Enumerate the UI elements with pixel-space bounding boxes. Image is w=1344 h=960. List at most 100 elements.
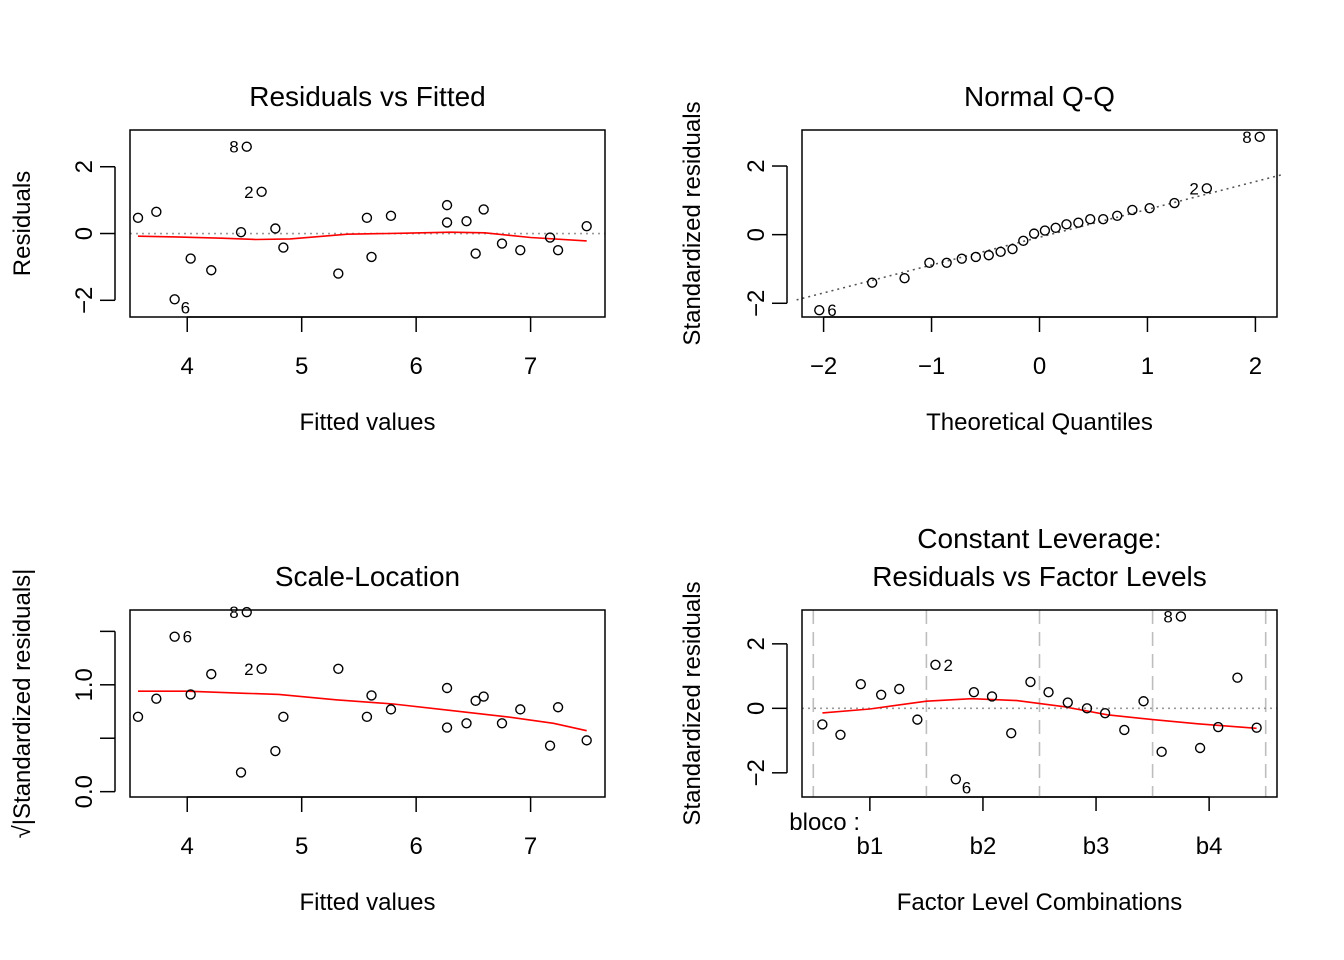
data-point — [581, 735, 592, 746]
point-label: 2 — [244, 183, 253, 202]
data-point — [1043, 687, 1054, 698]
data-point — [185, 689, 196, 700]
plot-frame — [129, 129, 606, 318]
data-point — [986, 691, 998, 702]
data-point — [441, 217, 453, 228]
data-point — [278, 242, 289, 253]
x-tick-label: 4 — [181, 353, 194, 380]
data-point — [1085, 214, 1096, 225]
data-point — [1127, 204, 1138, 216]
y-axis-label-suffix: | — [9, 569, 36, 575]
y-tick-label: −2 — [743, 290, 770, 317]
data-point — [1018, 235, 1029, 247]
data-point — [241, 606, 252, 618]
data-point — [552, 245, 564, 256]
x-tick-label: 7 — [524, 353, 537, 380]
data-point — [875, 689, 887, 700]
plot-subtitle: Residuals vs Factor Levels — [872, 561, 1207, 592]
x-axis-label: Fitted values — [299, 889, 435, 916]
data-point — [515, 704, 526, 715]
data-point — [1212, 721, 1224, 733]
data-point — [1097, 214, 1109, 225]
data-point — [441, 199, 453, 211]
point-label: 8 — [1242, 128, 1251, 147]
x-axis-label: Factor Level Combinations — [897, 889, 1182, 916]
point-label: 8 — [229, 603, 238, 622]
data-point — [866, 277, 878, 288]
data-point — [366, 690, 377, 701]
qq-reference-line — [796, 173, 1283, 301]
data-point — [256, 663, 267, 674]
y-tick-label: 1.0 — [71, 668, 98, 701]
normal-qq-panel: Normal Q-Q Theoretical Quantiles Standardi… — [679, 81, 1283, 436]
data-point — [361, 711, 373, 723]
data-point — [478, 691, 489, 702]
data-point — [983, 250, 994, 261]
data-point — [899, 273, 910, 284]
point-label: 6 — [827, 301, 836, 320]
y-tick-label: 0 — [71, 227, 98, 240]
x-tick-label: −2 — [810, 353, 837, 380]
data-point — [470, 248, 481, 259]
x-tick-label: 0 — [1033, 353, 1046, 380]
data-point — [169, 294, 180, 305]
x-tick-label: b2 — [970, 833, 997, 860]
x-tick-label: 6 — [409, 353, 422, 380]
data-point — [894, 683, 905, 695]
data-point — [1062, 697, 1073, 708]
data-point — [1194, 742, 1206, 754]
data-point — [366, 251, 377, 263]
y-tick-label: 0 — [743, 228, 770, 241]
data-point — [151, 206, 162, 218]
data-point — [1028, 228, 1040, 239]
data-point — [333, 268, 344, 279]
data-point — [206, 668, 217, 680]
data-point — [151, 693, 162, 704]
y-axis-label-prefix: √| — [9, 819, 36, 838]
y-tick-label: 2 — [743, 637, 770, 650]
data-point — [1138, 696, 1149, 707]
data-point — [1039, 225, 1051, 236]
data-point — [132, 711, 144, 723]
y-tick-label: 0.0 — [71, 775, 98, 808]
x-tick-label: 6 — [409, 833, 422, 860]
data-point — [461, 215, 472, 227]
data-point — [941, 257, 952, 268]
lowess-smooth-line — [822, 697, 1257, 730]
data-point — [1254, 131, 1265, 143]
point-label: 2 — [1189, 179, 1198, 198]
y-axis-label: √|Standardized residuals| — [9, 569, 36, 839]
data-point — [1081, 703, 1093, 714]
plot-title: Normal Q-Q — [964, 81, 1115, 112]
data-point — [544, 740, 556, 751]
residuals-vs-factor-levels-panel: Constant Leverage: Residuals vs Factor Le… — [679, 523, 1278, 916]
y-axis-label: Residuals — [9, 171, 36, 276]
x-axis-label: Theoretical Quantiles — [926, 409, 1153, 436]
scale-location-panel: Scale-Location Fitted values √|Standardize… — [9, 561, 606, 916]
residuals-vs-fitted-panel: Residuals vs Fitted Fitted values Residual… — [9, 81, 606, 436]
x-tick-label: −1 — [918, 353, 945, 380]
lowess-smooth-line — [138, 690, 587, 732]
plot-frame — [801, 609, 1278, 798]
data-point — [461, 718, 472, 729]
x-tick-label: 2 — [1249, 353, 1262, 380]
data-point — [470, 695, 481, 707]
data-point — [496, 718, 508, 729]
data-point — [270, 223, 281, 234]
data-point — [1119, 724, 1130, 736]
lowess-smooth-line — [137, 231, 587, 242]
x-tick-label: 7 — [524, 833, 537, 860]
data-point — [256, 186, 267, 197]
data-point — [1006, 727, 1017, 739]
point-label: 6 — [962, 778, 971, 797]
plot-title: Residuals vs Fitted — [249, 81, 486, 112]
x-axis-label: Fitted values — [299, 409, 435, 436]
data-point — [132, 212, 144, 224]
data-point — [995, 246, 1006, 258]
data-point — [515, 245, 526, 256]
data-point — [814, 304, 825, 316]
data-point — [552, 702, 564, 713]
x-tick-label: b3 — [1083, 833, 1110, 860]
point-label: 8 — [229, 138, 238, 157]
